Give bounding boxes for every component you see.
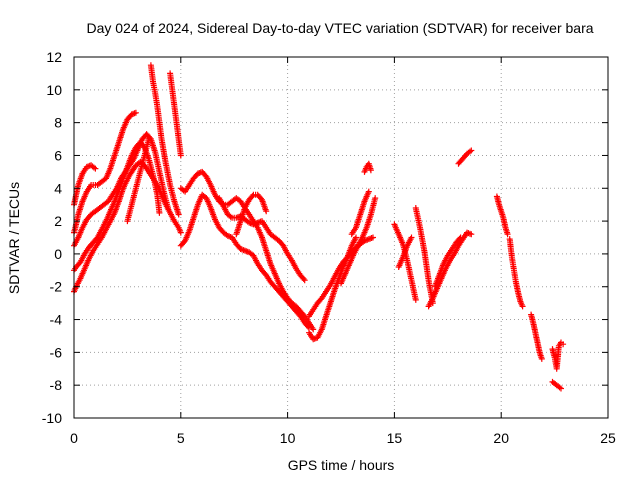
y-tick-label: 0 (54, 246, 62, 262)
data-point (519, 303, 526, 310)
data-points (71, 62, 567, 392)
data-point (367, 167, 374, 174)
plot-frame (73, 56, 609, 419)
axis-ticks: 0 5 10 15 20 25 -10 -8 -6 -4 -2 0 2 4 6 8 10 12 (42, 49, 616, 446)
y-tick-label: 2 (54, 213, 62, 229)
data-point (263, 208, 270, 215)
data-point (249, 193, 256, 200)
data-point (301, 277, 308, 284)
data-point (412, 296, 419, 303)
data-point (304, 323, 311, 330)
data-point (177, 152, 184, 159)
data-point (560, 341, 567, 348)
data-point (310, 326, 317, 333)
x-tick-label: 20 (493, 430, 509, 446)
data-point (504, 231, 511, 238)
data-point (558, 385, 564, 392)
data-point (468, 147, 475, 154)
data-point (145, 136, 152, 142)
chart-title: Day 024 of 2024, Sidereal Day-to-day VTE… (86, 20, 593, 36)
y-tick-label: 12 (46, 49, 62, 65)
data-point (538, 355, 545, 362)
data-point (175, 211, 182, 218)
grid (74, 57, 608, 418)
x-tick-label: 25 (600, 430, 616, 446)
data-point (370, 234, 376, 241)
y-tick-label: -4 (50, 312, 63, 328)
y-tick-label: -6 (50, 344, 63, 360)
y-tick-label: 4 (54, 180, 62, 196)
data-point (468, 231, 475, 238)
data-point (456, 235, 463, 242)
data-point (132, 109, 139, 116)
y-tick-label: 8 (54, 115, 62, 131)
y-tick-label: 6 (54, 147, 62, 163)
y-tick-label: -8 (50, 377, 63, 393)
data-point (365, 188, 372, 195)
x-tick-label: 15 (387, 430, 403, 446)
data-point (177, 229, 184, 236)
data-point (300, 275, 307, 282)
y-tick-label: -2 (50, 279, 63, 295)
data-point (156, 209, 163, 216)
y-tick-label: -10 (42, 410, 62, 426)
x-tick-label: 5 (177, 430, 185, 446)
x-tick-label: 10 (280, 430, 296, 446)
x-axis-label: GPS time / hours (288, 457, 395, 473)
data-point (457, 234, 464, 241)
data-point (372, 195, 379, 202)
data-point (92, 165, 99, 172)
x-tick-label: 0 (70, 430, 78, 446)
y-tick-label: 10 (46, 82, 62, 98)
y-axis-label: SDTVAR / TECUs (6, 182, 22, 294)
data-point (353, 234, 359, 241)
data-point (165, 205, 171, 211)
data-point (408, 234, 415, 241)
